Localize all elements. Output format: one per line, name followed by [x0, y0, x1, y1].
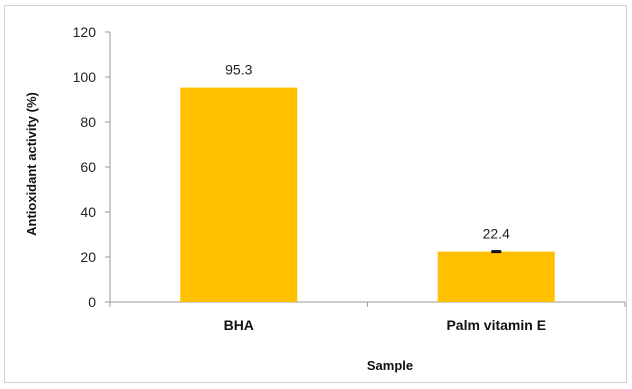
x-axis-title: Sample	[367, 358, 413, 373]
bar	[180, 87, 298, 302]
y-tick-label: 120	[73, 24, 97, 40]
y-tick-label: 60	[80, 159, 96, 175]
bar	[437, 251, 555, 302]
x-category-label: Palm vitamin E	[446, 317, 546, 333]
y-tick-label: 80	[80, 114, 96, 130]
bars-group: 95.3 BHA 22.4 Palm vitamin E	[180, 62, 555, 333]
bar-data-label: 22.4	[483, 226, 510, 242]
x-category-label: BHA	[224, 317, 254, 333]
y-tick-label: 0	[88, 294, 96, 310]
y-tick-label: 100	[73, 69, 97, 85]
y-tick-label: 20	[80, 249, 96, 265]
y-axis-ticks: 0 20 40 60 80 100 120	[73, 24, 626, 310]
chart-frame	[4, 5, 627, 383]
bar-data-label: 95.3	[225, 62, 252, 78]
y-axis-title: Antioxidant activity (%)	[24, 92, 39, 236]
y-tick-label: 40	[80, 204, 96, 220]
